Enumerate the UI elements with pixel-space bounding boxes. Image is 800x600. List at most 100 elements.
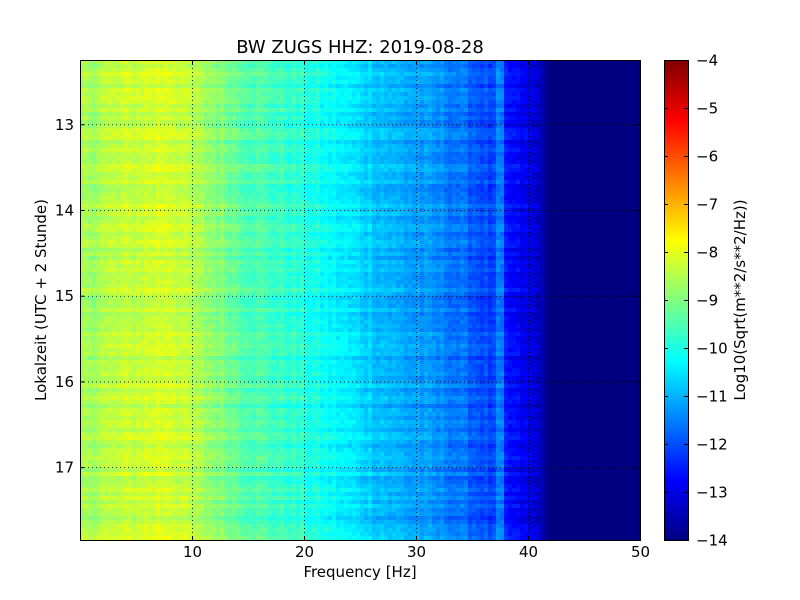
heatmap-cell — [424, 68, 429, 73]
heatmap-cell — [244, 64, 249, 69]
heatmap-cell — [432, 108, 437, 113]
heatmap-cell — [472, 108, 477, 113]
heatmap-cell — [208, 116, 213, 121]
heatmap-cell — [444, 108, 449, 113]
heatmap-cell — [144, 68, 149, 73]
heatmap-cell — [204, 120, 209, 125]
heatmap-cell — [264, 80, 269, 85]
heatmap-cell — [504, 128, 509, 133]
heatmap-cell — [308, 188, 313, 193]
heatmap-cell — [296, 88, 301, 93]
heatmap-cell — [556, 112, 561, 117]
heatmap-cell — [568, 108, 573, 113]
heatmap-cell — [148, 152, 153, 157]
heatmap-cell — [268, 136, 273, 141]
heatmap-cell — [404, 128, 409, 133]
heatmap-cell — [408, 104, 413, 109]
heatmap-cell — [568, 92, 573, 97]
heatmap-cell — [104, 132, 109, 137]
heatmap-cell — [332, 64, 337, 69]
heatmap-cell — [108, 80, 113, 85]
heatmap-cell — [148, 172, 153, 177]
heatmap-cell — [152, 172, 157, 177]
heatmap-cell — [212, 88, 217, 93]
heatmap-cell — [636, 108, 641, 113]
heatmap-cell — [328, 120, 333, 125]
heatmap-cell — [108, 124, 113, 129]
heatmap-cell — [408, 200, 413, 205]
heatmap-cell — [504, 108, 509, 113]
heatmap-cell — [292, 132, 297, 137]
heatmap-cell — [196, 188, 201, 193]
heatmap-cell — [296, 68, 301, 73]
heatmap-cell — [400, 196, 405, 201]
heatmap-cell — [512, 196, 517, 201]
heatmap-cell — [544, 148, 549, 153]
heatmap-cell — [140, 132, 145, 137]
heatmap-cell — [148, 104, 153, 109]
heatmap-cell — [632, 148, 637, 153]
heatmap-cell — [624, 128, 629, 133]
heatmap-cell — [632, 64, 637, 69]
heatmap-cell — [388, 100, 393, 105]
heatmap-cell — [464, 132, 469, 137]
heatmap-cell — [620, 108, 625, 113]
heatmap-cell — [140, 156, 145, 161]
heatmap-cell — [116, 128, 121, 133]
heatmap-cell — [236, 72, 241, 77]
heatmap-cell — [128, 76, 133, 81]
heatmap-cell — [400, 192, 405, 197]
heatmap-cell — [216, 160, 221, 165]
heatmap-cell — [548, 180, 553, 185]
heatmap-cell — [464, 148, 469, 153]
heatmap-cell — [300, 84, 305, 89]
heatmap-cell — [288, 128, 293, 133]
heatmap-cell — [600, 152, 605, 157]
heatmap-cell — [376, 152, 381, 157]
heatmap-cell — [408, 152, 413, 157]
heatmap-cell — [332, 144, 337, 149]
heatmap-cell — [236, 132, 241, 137]
heatmap-cell — [584, 96, 589, 101]
heatmap-cell — [508, 96, 513, 101]
heatmap-cell — [324, 192, 329, 197]
heatmap-cell — [564, 72, 569, 77]
heatmap-cell — [180, 196, 185, 201]
heatmap-cell — [580, 76, 585, 81]
heatmap-cell — [112, 152, 117, 157]
heatmap-cell — [428, 192, 433, 197]
heatmap-cell — [128, 160, 133, 165]
heatmap-cell — [564, 160, 569, 165]
heatmap-cell — [80, 60, 85, 65]
heatmap-cell — [460, 132, 465, 137]
heatmap-cell — [420, 168, 425, 173]
heatmap-cell — [396, 200, 401, 205]
heatmap-cell — [520, 76, 525, 81]
heatmap-cell — [572, 128, 577, 133]
heatmap-cell — [444, 120, 449, 125]
heatmap-cell — [276, 184, 281, 189]
heatmap-cell — [284, 108, 289, 113]
heatmap-cell — [364, 200, 369, 205]
heatmap-cell — [96, 200, 101, 205]
heatmap-cell — [308, 160, 313, 165]
heatmap-cell — [264, 188, 269, 193]
heatmap-cell — [268, 156, 273, 161]
heatmap-cell — [216, 96, 221, 101]
heatmap-cell — [564, 172, 569, 177]
heatmap-cell — [632, 196, 637, 201]
heatmap-cell — [396, 172, 401, 177]
heatmap-cell — [544, 172, 549, 177]
heatmap-cell — [248, 84, 253, 89]
heatmap-cell — [364, 196, 369, 201]
heatmap-cell — [624, 108, 629, 113]
heatmap-cell — [376, 148, 381, 153]
heatmap-cell — [480, 184, 485, 189]
heatmap-cell — [128, 140, 133, 145]
heatmap-cell — [364, 136, 369, 141]
heatmap-cell — [116, 104, 121, 109]
heatmap-cell — [316, 148, 321, 153]
heatmap-cell — [468, 184, 473, 189]
heatmap-cell — [204, 88, 209, 93]
heatmap-cell — [152, 108, 157, 113]
